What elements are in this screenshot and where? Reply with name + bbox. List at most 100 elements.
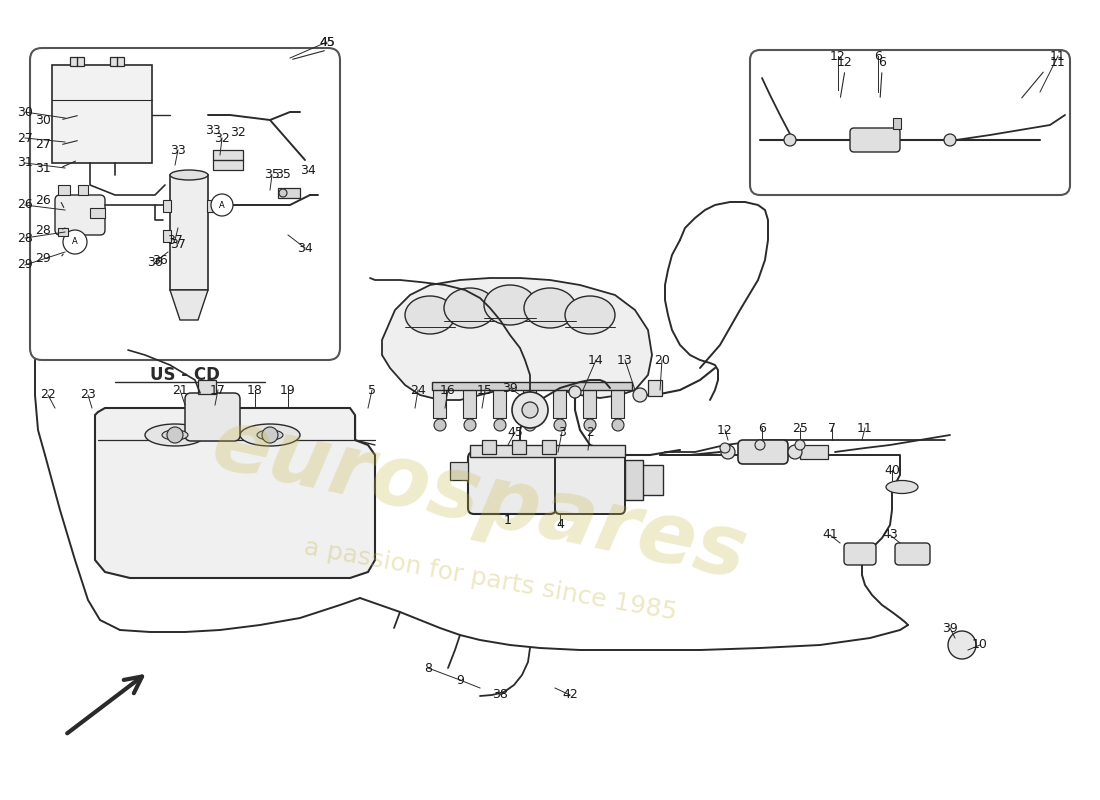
- Bar: [625, 460, 644, 500]
- Text: 29: 29: [35, 251, 51, 265]
- Bar: [800, 445, 828, 459]
- Bar: [170, 175, 208, 290]
- Text: 45: 45: [319, 35, 334, 49]
- Text: 16: 16: [440, 383, 455, 397]
- Bar: [638, 465, 663, 495]
- Text: 21: 21: [172, 383, 188, 397]
- Bar: [542, 440, 556, 454]
- Text: 33: 33: [170, 143, 186, 157]
- Text: 7: 7: [828, 422, 836, 434]
- Circle shape: [464, 419, 476, 431]
- Bar: [893, 118, 901, 129]
- Text: 15: 15: [477, 383, 493, 397]
- Bar: [207, 200, 215, 212]
- Bar: [512, 440, 526, 454]
- Bar: [198, 380, 216, 394]
- Ellipse shape: [444, 288, 496, 328]
- Bar: [482, 440, 496, 454]
- Text: 12: 12: [830, 50, 846, 62]
- Text: 37: 37: [170, 238, 186, 251]
- Text: 30: 30: [35, 114, 51, 126]
- Text: 35: 35: [264, 169, 279, 182]
- Text: 34: 34: [297, 242, 312, 254]
- Circle shape: [494, 419, 506, 431]
- Ellipse shape: [565, 296, 615, 334]
- Text: 32: 32: [214, 131, 230, 145]
- Circle shape: [948, 631, 976, 659]
- Text: 40: 40: [884, 463, 900, 477]
- Circle shape: [211, 194, 233, 216]
- FancyBboxPatch shape: [468, 452, 556, 514]
- Text: 45: 45: [319, 35, 334, 49]
- Text: 45: 45: [507, 426, 522, 438]
- Bar: [432, 382, 632, 390]
- Circle shape: [944, 134, 956, 146]
- Text: 39: 39: [942, 622, 958, 634]
- Polygon shape: [95, 408, 375, 578]
- Text: 26: 26: [35, 194, 51, 206]
- FancyBboxPatch shape: [738, 440, 788, 464]
- Circle shape: [262, 427, 278, 443]
- Bar: [70, 57, 84, 66]
- Circle shape: [632, 388, 647, 402]
- Text: 14: 14: [588, 354, 604, 366]
- FancyBboxPatch shape: [556, 452, 625, 514]
- Text: A: A: [219, 201, 224, 210]
- Text: a passion for parts since 1985: a passion for parts since 1985: [301, 535, 679, 625]
- Ellipse shape: [162, 430, 188, 440]
- Bar: [278, 188, 300, 198]
- Bar: [163, 230, 170, 242]
- Text: eurospares: eurospares: [205, 403, 755, 597]
- Circle shape: [569, 386, 581, 398]
- Bar: [52, 65, 152, 163]
- Bar: [58, 185, 70, 195]
- FancyBboxPatch shape: [185, 393, 240, 441]
- Text: 4: 4: [557, 518, 564, 531]
- Text: 1: 1: [504, 514, 512, 526]
- Bar: [450, 462, 468, 480]
- Text: 24: 24: [410, 383, 426, 397]
- Text: 26: 26: [18, 198, 33, 211]
- Circle shape: [63, 230, 87, 254]
- Polygon shape: [170, 290, 208, 320]
- Ellipse shape: [484, 285, 536, 325]
- Text: 36: 36: [152, 254, 168, 266]
- Text: 27: 27: [35, 138, 51, 151]
- Bar: [58, 228, 68, 236]
- Text: 13: 13: [617, 354, 632, 366]
- Ellipse shape: [145, 424, 205, 446]
- Circle shape: [522, 402, 538, 418]
- Circle shape: [524, 419, 536, 431]
- Circle shape: [755, 440, 764, 450]
- Ellipse shape: [170, 170, 208, 180]
- Circle shape: [784, 134, 796, 146]
- Text: 42: 42: [562, 689, 578, 702]
- Text: 23: 23: [80, 389, 96, 402]
- Text: 35: 35: [275, 169, 290, 182]
- Text: 31: 31: [18, 157, 33, 170]
- Ellipse shape: [524, 288, 576, 328]
- Bar: [522, 388, 536, 418]
- Text: 19: 19: [280, 383, 296, 397]
- Polygon shape: [382, 278, 652, 400]
- Circle shape: [795, 440, 805, 450]
- Text: 6: 6: [874, 50, 882, 62]
- FancyBboxPatch shape: [750, 50, 1070, 195]
- Text: 22: 22: [40, 389, 56, 402]
- Text: 5: 5: [368, 383, 376, 397]
- Bar: [90, 208, 104, 218]
- Text: 41: 41: [822, 529, 838, 542]
- Text: 38: 38: [492, 689, 508, 702]
- Bar: [433, 388, 446, 418]
- Text: 28: 28: [35, 223, 51, 237]
- Circle shape: [584, 419, 596, 431]
- Ellipse shape: [405, 296, 455, 334]
- Circle shape: [788, 445, 802, 459]
- Text: 18: 18: [248, 383, 263, 397]
- Ellipse shape: [257, 430, 283, 440]
- Text: 12: 12: [837, 55, 852, 69]
- Text: 6: 6: [758, 422, 766, 434]
- Text: 11: 11: [857, 422, 873, 434]
- Circle shape: [434, 419, 446, 431]
- Text: 31: 31: [35, 162, 51, 174]
